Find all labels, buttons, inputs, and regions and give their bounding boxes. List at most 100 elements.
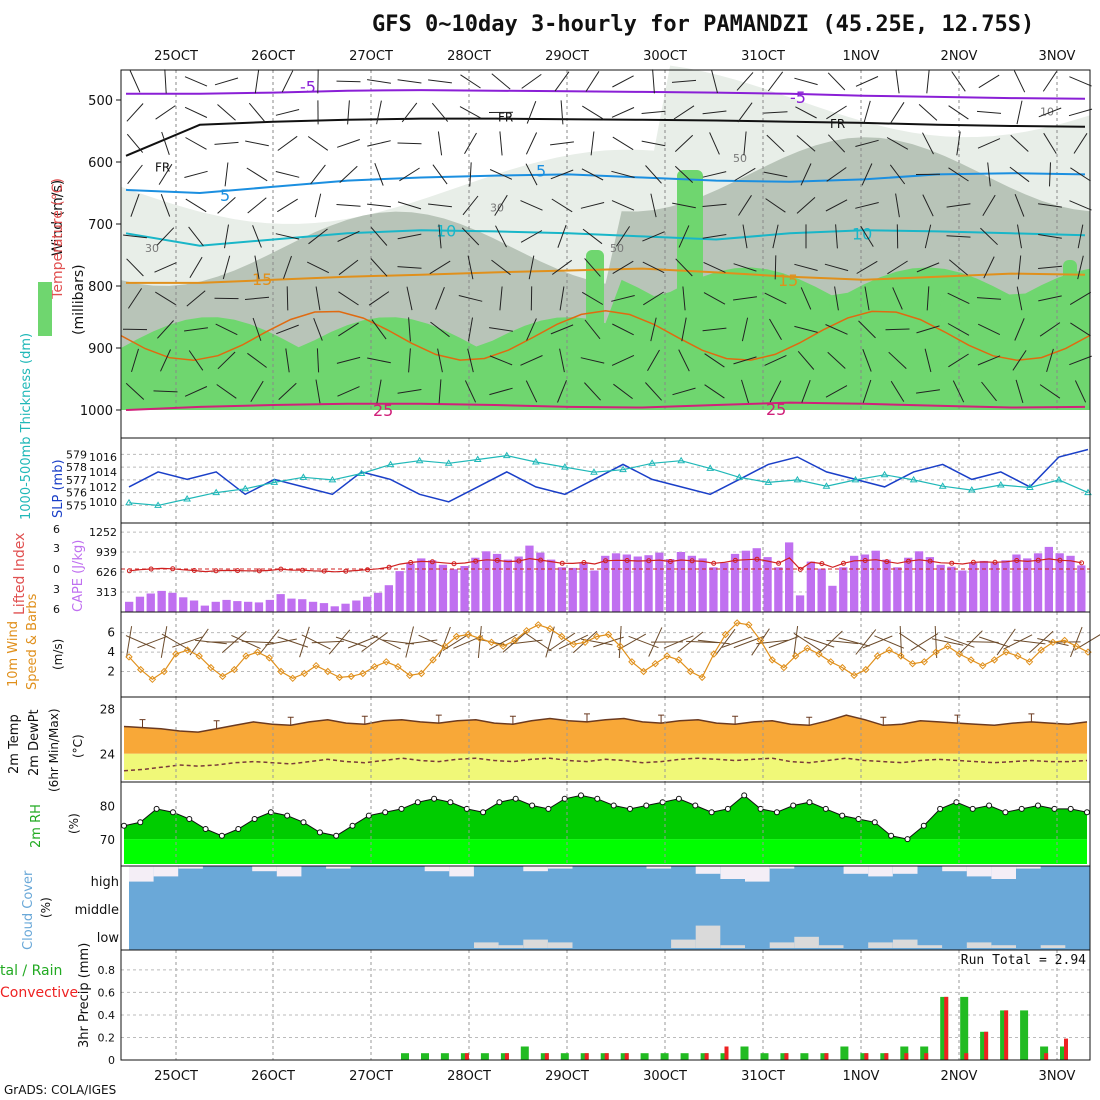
top-date-label: 29OCT: [545, 49, 589, 64]
wind-barb: [1077, 255, 1084, 280]
cape-bar: [503, 559, 512, 612]
wind-speed-marker: [405, 671, 414, 680]
bottom-date-label: 2NOV: [941, 1069, 978, 1084]
contour-label: 10: [852, 225, 872, 244]
wind-barb: [1015, 379, 1024, 404]
surface-wind-barb: [826, 639, 859, 645]
precip-tick-label: 0: [108, 1054, 115, 1067]
wind-barb: [1016, 286, 1023, 311]
rh2m-marker: [202, 826, 209, 832]
wind-speed-marker: [756, 636, 765, 645]
wind-barb: [499, 286, 503, 311]
lifted-index-marker: [429, 559, 435, 565]
wind-barb: [467, 348, 474, 373]
wind-barb: [1077, 224, 1084, 249]
cape-bar: [795, 595, 805, 612]
cape-bar: [514, 556, 523, 612]
high-cloud-bar: [252, 866, 277, 872]
precip-total-bar: [480, 1053, 489, 1060]
wind-barb: [918, 104, 938, 121]
cape-bar: [557, 567, 567, 612]
cape-bar: [319, 603, 329, 612]
surface-wind-barb: [979, 636, 1010, 648]
wind-barb: [1042, 71, 1058, 92]
wind-barb: [285, 348, 290, 373]
rh2m-marker: [920, 822, 927, 829]
wind-barb: [926, 286, 930, 311]
wind-barb: [1043, 132, 1057, 154]
lifted-index-marker: [581, 560, 587, 565]
slp-tick-label: 1012: [89, 481, 117, 494]
wind-barb: [702, 171, 727, 178]
wind-barb: [489, 387, 513, 396]
precip-total-bar: [760, 1053, 769, 1060]
surface-wind-barb: [371, 634, 401, 650]
lifted-index-marker: [451, 561, 457, 567]
bottom-date-label: 25OCT: [154, 1069, 198, 1084]
wind-barb: [432, 164, 448, 185]
isotherm-line: [120, 310, 1091, 362]
chart-title: GFS 0~10day 3-hourly for PAMANDZI (45.25…: [372, 12, 1035, 37]
wind-barb: [611, 170, 635, 178]
wind-barb: [794, 263, 818, 271]
wind-barb: [186, 290, 206, 307]
wind-speed-marker: [511, 636, 519, 645]
surface-wind-barb: [259, 629, 280, 655]
cape-bar: [947, 566, 956, 612]
wind-barb: [641, 110, 666, 114]
wind-barb: [315, 379, 321, 404]
contour-label: 10: [436, 221, 456, 240]
contour-label: 50: [733, 152, 747, 165]
wind-barb: [528, 255, 535, 280]
wind-speed-marker: [218, 672, 227, 681]
wind-barb: [612, 260, 634, 275]
wind-speed-marker: [148, 675, 157, 684]
cape-bar: [871, 550, 880, 612]
wind-barb: [611, 200, 635, 211]
wind-barb: [338, 259, 359, 276]
rh2m-marker: [692, 802, 699, 809]
cloud-level-label: low: [97, 931, 120, 946]
wind-barb: [916, 325, 940, 334]
lifted-index-marker: [646, 558, 652, 564]
cape-bar: [157, 590, 166, 612]
precip-convective-bar: [704, 1053, 709, 1060]
wind-barb: [946, 235, 971, 238]
wind-barb: [368, 291, 390, 306]
thickness-marker: [996, 480, 1005, 488]
wind-barb: [977, 323, 1001, 336]
rh2m-marker: [643, 802, 650, 809]
surface-wind-barb: [125, 626, 133, 658]
cape-bar: [406, 563, 415, 612]
precip-tick-label: 0.6: [98, 986, 116, 999]
surface-wind-barb: [347, 635, 378, 649]
wind-barb: [461, 227, 480, 246]
surface-wind-barb: [488, 633, 518, 651]
wind-barb: [733, 296, 757, 301]
wind-barb: [980, 227, 998, 246]
rh2m-marker: [1051, 805, 1058, 812]
wind-barb: [888, 351, 907, 369]
wind-speed-marker: [242, 652, 250, 660]
wind-barb: [156, 227, 175, 246]
lifted-index-marker: [365, 567, 370, 573]
wind-speed-marker: [628, 658, 636, 666]
cape-bar: [373, 592, 383, 612]
wind-barb: [127, 164, 143, 185]
slp-tick-label: 1014: [89, 466, 117, 479]
wind-barb: [611, 295, 635, 302]
wind-barb: [976, 297, 1002, 300]
top-date-label: 31OCT: [741, 49, 785, 64]
cape-axis-label: CAPE (J/kg): [71, 540, 86, 612]
high-cloud-bar: [153, 866, 179, 877]
cape-bar: [774, 567, 783, 612]
surface-wind-barb: [996, 628, 1016, 656]
top-date-label: 27OCT: [349, 49, 393, 64]
wind-speed-marker: [534, 621, 543, 629]
upper-wind-axis-label: Wind (m/s): [50, 180, 66, 256]
rh2m-marker: [839, 812, 846, 819]
cape-bar: [525, 545, 534, 612]
contour-label: 15: [778, 271, 798, 290]
wind-speed-marker: [172, 650, 180, 658]
